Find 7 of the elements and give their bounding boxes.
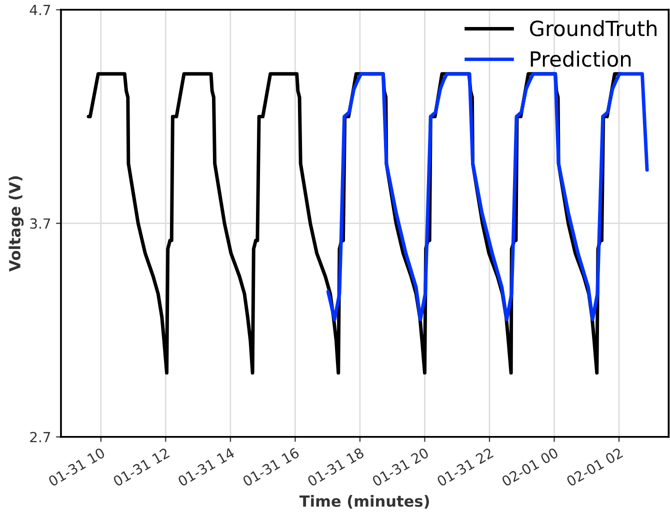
x-axis-title: Time (minutes) [299,495,429,509]
y-tick-label: 2.7 [30,432,50,442]
y-tick-label: 3.7 [30,218,50,229]
y-axis-title: Voltage (V) [8,176,24,272]
legend-label: Prediction [530,50,631,67]
y-tick-label: 4.7 [30,4,50,16]
legend-label: GroundTruth [530,20,656,36]
